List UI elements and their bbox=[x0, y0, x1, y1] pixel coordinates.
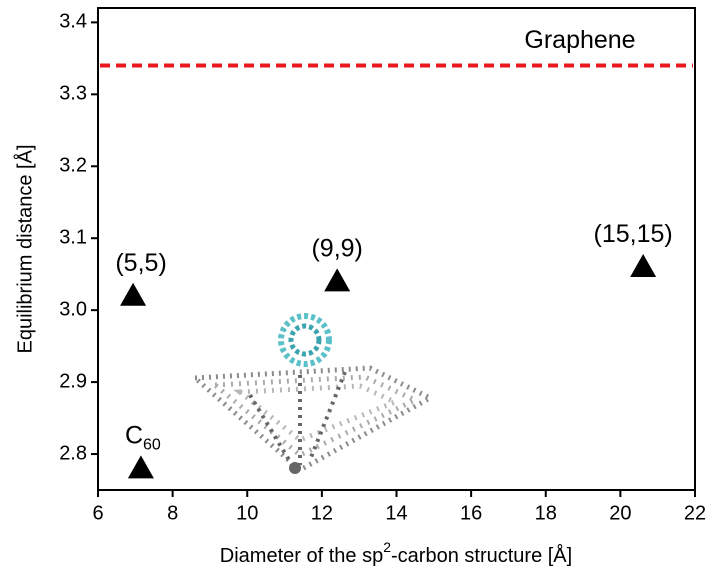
data-point bbox=[127, 455, 154, 479]
inset-illustration bbox=[188, 313, 436, 474]
y-axis-label: Equilibrium distance [Å] bbox=[13, 145, 36, 354]
x-tick-label: 22 bbox=[684, 502, 706, 524]
point-label-text: (9,9) bbox=[311, 234, 362, 262]
point-label: C60 bbox=[125, 421, 161, 454]
reference-label: Graphene bbox=[524, 26, 635, 54]
x-axis-label: Diameter of the sp2-carbon structure [Å] bbox=[220, 539, 572, 568]
x-tick-label: 16 bbox=[460, 502, 482, 524]
x-tick-label: 8 bbox=[167, 502, 178, 524]
data-point bbox=[630, 253, 657, 277]
point-label-text: (5,5) bbox=[115, 248, 166, 276]
y-tick-label: 2.9 bbox=[59, 370, 87, 392]
point-label-text: (15,15) bbox=[594, 220, 673, 248]
x-tick-label: 20 bbox=[609, 502, 631, 524]
y-tick-label: 3.4 bbox=[59, 11, 87, 33]
point-label-subscript: 60 bbox=[143, 437, 161, 454]
y-tick-label: 3.2 bbox=[59, 155, 87, 177]
x-tick-label: 6 bbox=[92, 502, 103, 524]
x-label-part: -carbon structure [Å] bbox=[391, 544, 572, 567]
point-label: (5,5) bbox=[115, 248, 166, 276]
y-tick-label: 3.0 bbox=[59, 298, 87, 320]
data-point bbox=[120, 282, 147, 306]
x-label-superscript: 2 bbox=[383, 539, 391, 555]
y-tick-label: 3.1 bbox=[59, 226, 87, 248]
y-tick-label: 2.8 bbox=[59, 442, 87, 464]
x-tick-label: 10 bbox=[236, 502, 258, 524]
x-label-part: Diameter of the sp bbox=[220, 545, 383, 567]
point-label: (9,9) bbox=[311, 234, 362, 262]
x-tick-label: 18 bbox=[535, 502, 557, 524]
point-label: (15,15) bbox=[594, 220, 673, 248]
data-point bbox=[324, 268, 351, 292]
x-tick-label: 12 bbox=[311, 502, 333, 524]
y-tick-label: 3.3 bbox=[59, 83, 87, 105]
point-label-text: C bbox=[125, 421, 143, 449]
x-tick-label: 14 bbox=[385, 502, 407, 524]
